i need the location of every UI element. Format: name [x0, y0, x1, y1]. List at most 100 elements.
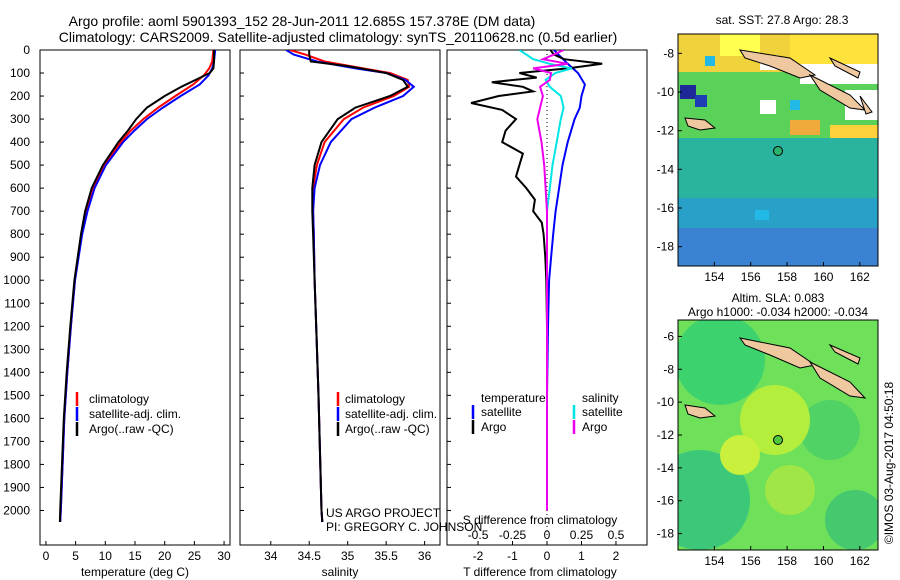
depth-tick-label: 400: [10, 135, 30, 149]
x-tick-label: 2: [613, 549, 620, 563]
map-y-tick-label: -6: [663, 329, 674, 343]
depth-tick-label: 1800: [3, 457, 30, 471]
map-y-tick-label: -8: [663, 362, 674, 376]
legend-label-climatology: climatology: [89, 392, 149, 406]
x-tick-label: 25: [188, 549, 202, 563]
x-tick-label: 10: [99, 549, 113, 563]
depth-tick-label: 1400: [3, 365, 30, 379]
map-y-tick-label: -16: [657, 494, 675, 508]
x-tick-label: 35: [341, 549, 355, 563]
temperature-panel-frame: [39, 49, 231, 546]
map-x-tick-label: 156: [741, 270, 761, 284]
depth-tick-label: 1900: [3, 480, 30, 494]
map-x-tick-label: 154: [704, 270, 724, 284]
sst-map: [678, 34, 878, 266]
legend-header-salinity: salinity: [582, 391, 619, 405]
series-line-satellite-adj-clim-: [59, 50, 217, 523]
sla-map-axes: 154 156 158 160 162 -6 -8 -10 -12 -14 -16 -18: [657, 329, 870, 568]
salinity-xlabel: salinity: [322, 565, 359, 579]
temperature-legend: climatology satellite-adj. clim. Argo(..…: [75, 392, 181, 436]
temperature-x-axis: 0 5 10 15 20 25 30: [43, 541, 231, 563]
map-y-tick-label: -12: [657, 124, 675, 138]
series-line-t-satellite: [546, 50, 586, 511]
s-tick-label: -0.25: [499, 528, 527, 542]
s-tick-label: 0.5: [608, 528, 625, 542]
depth-tick-label: 800: [10, 227, 30, 241]
depth-tick-label: 300: [10, 112, 30, 126]
map-y-tick-label: -16: [657, 201, 675, 215]
x-tick-label: 34.5: [298, 549, 322, 563]
depth-tick-label: 1200: [3, 319, 30, 333]
map-x-tick-label: 154: [704, 554, 724, 568]
depth-tick-label: 1300: [3, 342, 30, 356]
title-line-2: Climatology: CARS2009. Satellite-adjuste…: [59, 29, 617, 45]
temperature-series: [58, 50, 217, 523]
x-tick-label: 34: [264, 549, 278, 563]
series-line-climatology: [59, 50, 215, 523]
legend-label-satellite: satellite-adj. clim.: [89, 407, 181, 421]
imos-watermark: ©IMOS 03-Aug-2017 04:50:18: [882, 382, 896, 545]
x-tick-label: 5: [72, 549, 79, 563]
t-difference-xlabel: T difference from climatology: [463, 565, 617, 579]
project-pi: PI: GREGORY C. JOHNSON: [326, 520, 482, 534]
depth-tick-label: 2000: [3, 503, 30, 517]
series-line-argo-raw-qc-: [308, 50, 410, 523]
x-tick-label: 15: [128, 549, 142, 563]
x-tick-label: -1: [507, 549, 518, 563]
sla-map-title-1: Altim. SLA: 0.083: [732, 291, 825, 305]
legend-label-argo: Argo(..raw -QC): [345, 422, 430, 436]
series-line-s-argo: [532, 50, 568, 511]
legend-label-t-satellite: satellite: [481, 405, 522, 419]
depth-tick-label: 700: [10, 204, 30, 218]
depth-axis: 0 100 200 300 400 500 600 700 800 900 1000 1100 1200…: [3, 43, 451, 517]
x-tick-label: 36: [418, 549, 432, 563]
map-y-tick-label: -14: [657, 461, 675, 475]
s-difference-xlabel: S difference from climatology: [463, 513, 618, 527]
title-line-1: Argo profile: aoml 5901393_152 28-Jun-20…: [69, 13, 536, 29]
map-x-tick-label: 158: [777, 270, 797, 284]
sst-map-title: sat. SST: 27.8 Argo: 28.3: [716, 13, 849, 27]
depth-tick-label: 0: [23, 43, 30, 57]
depth-tick-label: 100: [10, 66, 30, 80]
salinity-legend: climatology satellite-adj. clim. Argo(..…: [336, 392, 437, 436]
legend-label-argo: Argo(..raw -QC): [89, 422, 174, 436]
x-tick-label: 0: [544, 549, 551, 563]
map-x-tick-label: 156: [741, 554, 761, 568]
legend-label-s-satellite: satellite: [582, 405, 623, 419]
salinity-panel-frame: [239, 49, 441, 546]
map-y-tick-label: -10: [657, 85, 675, 99]
salinity-series: [285, 50, 416, 523]
depth-tick-label: 1100: [4, 296, 30, 310]
legend-label-s-argo: Argo: [582, 420, 608, 434]
map-x-tick-label: 162: [850, 554, 870, 568]
x-tick-label: 20: [158, 549, 172, 563]
map-y-tick-label: -18: [657, 527, 675, 541]
x-tick-label: 30: [217, 549, 231, 563]
map-y-tick-label: -14: [657, 162, 675, 176]
difference-series: [470, 50, 603, 511]
depth-tick-label: 200: [10, 89, 30, 103]
depth-tick-label: 1000: [3, 273, 30, 287]
x-tick-label: 0: [43, 549, 50, 563]
map-x-tick-label: 162: [850, 270, 870, 284]
sst-map-frame: [677, 33, 879, 267]
s-tick-label: 0.25: [570, 528, 594, 542]
depth-tick-label: 500: [10, 158, 30, 172]
map-y-tick-label: -12: [657, 428, 675, 442]
map-y-tick-label: -8: [663, 46, 674, 60]
map-y-tick-label: -18: [657, 240, 675, 254]
sla-map-title-2: Argo h1000: -0.034 h2000: -0.034: [688, 305, 868, 319]
depth-tick-label: 900: [10, 250, 30, 264]
map-y-tick-label: -10: [657, 395, 675, 409]
depth-tick-label: 600: [10, 181, 30, 195]
series-line-t-argo: [470, 50, 603, 511]
x-tick-label: 35.5: [374, 549, 398, 563]
depth-tick-label: 1500: [3, 388, 30, 402]
s-tick-label: -0.5: [468, 528, 489, 542]
difference-legend: temperature salinity satellite satellite…: [471, 391, 623, 434]
project-name: US ARGO PROJECT: [326, 506, 441, 520]
temperature-xlabel: temperature (deg C): [81, 565, 189, 579]
map-x-tick-label: 160: [813, 270, 833, 284]
map-x-tick-label: 158: [777, 554, 797, 568]
